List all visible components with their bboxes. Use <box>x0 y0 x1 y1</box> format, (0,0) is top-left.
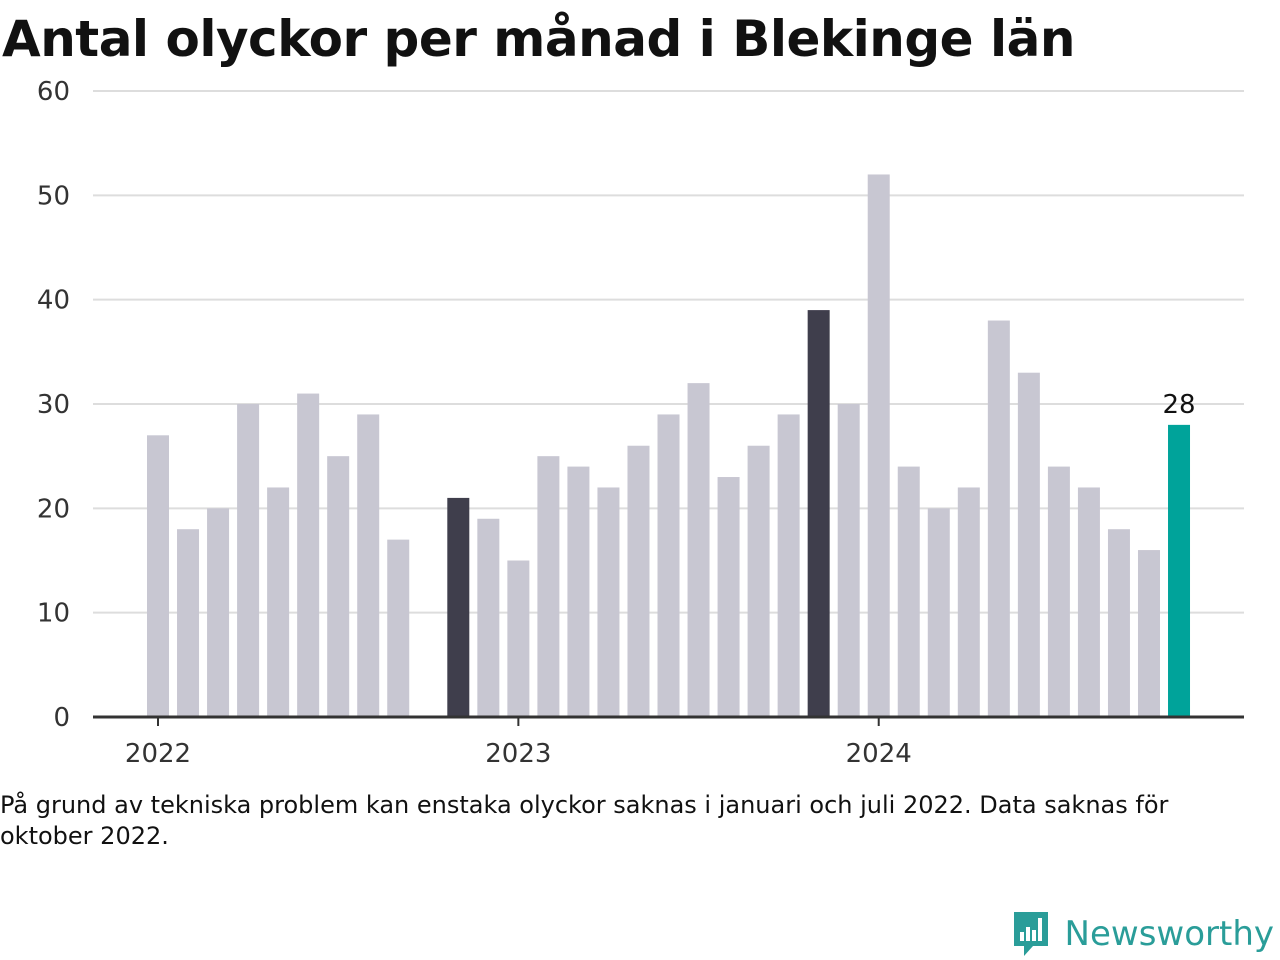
bar <box>147 435 169 717</box>
bar <box>687 383 710 717</box>
bar-value-label: 28 <box>1162 390 1195 420</box>
bar <box>1168 424 1191 717</box>
brand-name: Newsworthy <box>1064 914 1274 954</box>
x-axis: 2022 2023 2024 <box>93 715 1244 769</box>
newsworthy-logo-icon <box>1013 912 1048 956</box>
bar <box>477 518 500 717</box>
bar <box>717 477 740 717</box>
bar <box>747 445 770 717</box>
brand-logo: Newsworthy <box>1011 908 1274 960</box>
bar <box>837 404 860 717</box>
y-tick-label: 50 <box>37 181 70 211</box>
bar <box>777 414 800 717</box>
bar <box>627 445 650 717</box>
bar-chart: 0 10 20 30 40 50 60 28 2022 2023 2024 <box>37 77 1244 769</box>
bar <box>807 310 830 717</box>
bar <box>987 320 1010 717</box>
bar <box>597 487 620 717</box>
bar <box>387 539 410 717</box>
bars <box>147 174 1191 717</box>
bar <box>1017 372 1040 717</box>
chart-title: Antal olyckor per månad i Blekinge län <box>2 10 1075 68</box>
y-tick-label: 60 <box>37 77 70 107</box>
bar <box>177 529 200 717</box>
y-tick-label: 40 <box>37 286 70 316</box>
bar <box>1137 550 1160 717</box>
y-tick-label: 20 <box>37 494 70 524</box>
bar <box>237 404 260 717</box>
bar <box>267 487 290 717</box>
bar <box>297 393 320 717</box>
bar <box>567 466 590 717</box>
bar <box>927 508 950 717</box>
footnote: På grund av tekniska problem kan enstaka… <box>0 791 1169 850</box>
bar <box>1107 529 1130 717</box>
bar <box>357 414 380 717</box>
x-tick-label: 2023 <box>485 739 551 769</box>
bar <box>867 174 890 717</box>
value-labels: 28 <box>1162 390 1195 420</box>
bar <box>447 497 470 717</box>
bar <box>507 560 530 717</box>
bar <box>1047 466 1070 717</box>
y-tick-label: 30 <box>37 390 70 420</box>
bar <box>897 466 920 717</box>
bar <box>537 456 560 717</box>
y-tick-label: 0 <box>53 703 70 733</box>
y-axis-ticks: 0 10 20 30 40 50 60 <box>37 77 70 733</box>
y-tick-label: 10 <box>37 599 70 629</box>
bar <box>957 487 980 717</box>
bar <box>327 456 350 717</box>
x-tick-label: 2024 <box>846 739 912 769</box>
bar <box>657 414 680 717</box>
bar <box>207 508 230 717</box>
x-tick-label: 2022 <box>125 739 191 769</box>
bar <box>1077 487 1100 717</box>
